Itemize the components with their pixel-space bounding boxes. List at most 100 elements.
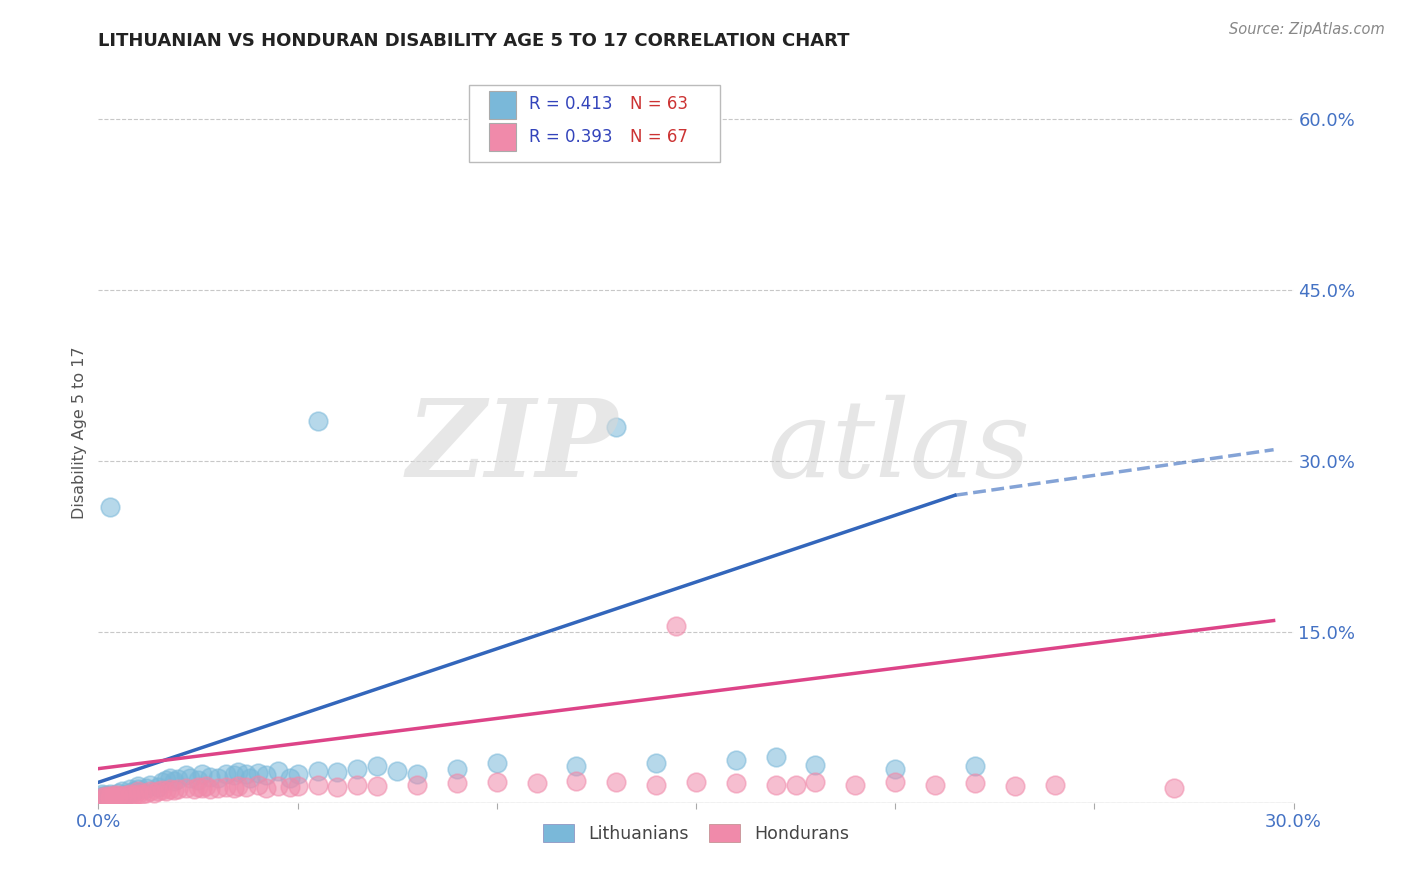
- Lithuanians: [127, 779, 149, 793]
- Hondurans: [111, 789, 134, 803]
- Hondurans: [526, 776, 548, 790]
- Text: atlas: atlas: [768, 395, 1031, 500]
- Lithuanians: [187, 772, 209, 787]
- Lithuanians: [963, 759, 986, 773]
- Lithuanians: [135, 780, 157, 795]
- Lithuanians: [765, 750, 787, 764]
- Hondurans: [207, 780, 229, 795]
- Hondurans: [96, 789, 118, 803]
- Lithuanians: [307, 764, 329, 778]
- Lithuanians: [91, 789, 114, 803]
- Text: R = 0.393: R = 0.393: [529, 128, 612, 146]
- Lithuanians: [605, 420, 627, 434]
- Hondurans: [198, 782, 221, 797]
- Lithuanians: [446, 762, 468, 776]
- Lithuanians: [346, 762, 368, 776]
- Text: LITHUANIAN VS HONDURAN DISABILITY AGE 5 TO 17 CORRELATION CHART: LITHUANIAN VS HONDURAN DISABILITY AGE 5 …: [98, 32, 849, 50]
- Lithuanians: [179, 771, 201, 785]
- Hondurans: [645, 778, 668, 792]
- Hondurans: [131, 787, 153, 801]
- Hondurans: [804, 775, 827, 789]
- Lithuanians: [98, 789, 122, 803]
- Hondurans: [446, 776, 468, 790]
- Hondurans: [120, 787, 142, 801]
- Lithuanians: [267, 764, 290, 778]
- Lithuanians: [98, 787, 122, 801]
- Hondurans: [785, 778, 807, 792]
- Hondurans: [195, 779, 218, 793]
- Hondurans: [724, 776, 747, 790]
- Text: ZIP: ZIP: [406, 394, 619, 500]
- Hondurans: [605, 775, 627, 789]
- Lithuanians: [226, 765, 249, 780]
- Lithuanians: [120, 782, 142, 797]
- Lithuanians: [804, 758, 827, 772]
- Hondurans: [191, 780, 214, 795]
- Hondurans: [215, 780, 238, 794]
- Hondurans: [406, 778, 429, 792]
- Hondurans: [485, 775, 508, 789]
- Lithuanians: [207, 771, 229, 785]
- Lithuanians: [198, 770, 221, 784]
- Lithuanians: [148, 780, 170, 794]
- Hondurans: [120, 789, 142, 803]
- Lithuanians: [222, 768, 245, 782]
- Text: N = 67: N = 67: [630, 128, 688, 146]
- Lithuanians: [155, 772, 177, 787]
- Hondurans: [150, 783, 173, 797]
- Lithuanians: [124, 784, 146, 798]
- Lithuanians: [163, 774, 186, 789]
- Hondurans: [222, 780, 245, 795]
- Lithuanians: [645, 756, 668, 770]
- Hondurans: [91, 792, 114, 806]
- Hondurans: [115, 788, 138, 802]
- Hondurans: [163, 783, 186, 797]
- Hondurans: [155, 784, 177, 798]
- Lithuanians: [111, 784, 134, 798]
- Hondurans: [366, 779, 388, 793]
- Hondurans: [235, 780, 257, 794]
- Hondurans: [124, 788, 146, 802]
- Lithuanians: [150, 775, 173, 789]
- Hondurans: [254, 780, 277, 795]
- Hondurans: [307, 778, 329, 792]
- Lithuanians: [235, 767, 257, 781]
- Hondurans: [884, 775, 907, 789]
- Hondurans: [135, 786, 157, 800]
- Lithuanians: [127, 782, 149, 797]
- Hondurans: [1043, 778, 1066, 792]
- FancyBboxPatch shape: [489, 123, 516, 152]
- FancyBboxPatch shape: [470, 85, 720, 162]
- Hondurans: [103, 788, 125, 802]
- Lithuanians: [287, 767, 309, 781]
- Hondurans: [844, 778, 866, 792]
- Lithuanians: [385, 764, 409, 778]
- Lithuanians: [191, 767, 214, 781]
- Hondurans: [187, 780, 209, 794]
- FancyBboxPatch shape: [489, 91, 516, 120]
- Lithuanians: [254, 768, 277, 782]
- Lithuanians: [159, 771, 181, 785]
- Lithuanians: [246, 766, 269, 780]
- Hondurans: [665, 619, 688, 633]
- Lithuanians: [485, 756, 508, 770]
- Hondurans: [148, 784, 170, 798]
- Hondurans: [127, 784, 149, 798]
- Text: R = 0.413: R = 0.413: [529, 95, 612, 113]
- Hondurans: [103, 790, 125, 805]
- Hondurans: [963, 776, 986, 790]
- Lithuanians: [239, 771, 262, 785]
- Hondurans: [278, 780, 301, 794]
- Hondurans: [107, 788, 129, 802]
- Lithuanians: [98, 791, 122, 805]
- Hondurans: [167, 782, 190, 797]
- Lithuanians: [406, 767, 429, 781]
- Lithuanians: [96, 792, 118, 806]
- Lithuanians: [103, 788, 125, 802]
- Hondurans: [346, 778, 368, 792]
- Hondurans: [226, 779, 249, 793]
- Lithuanians: [326, 765, 349, 780]
- Lithuanians: [115, 787, 138, 801]
- Hondurans: [924, 778, 946, 792]
- Hondurans: [159, 782, 181, 797]
